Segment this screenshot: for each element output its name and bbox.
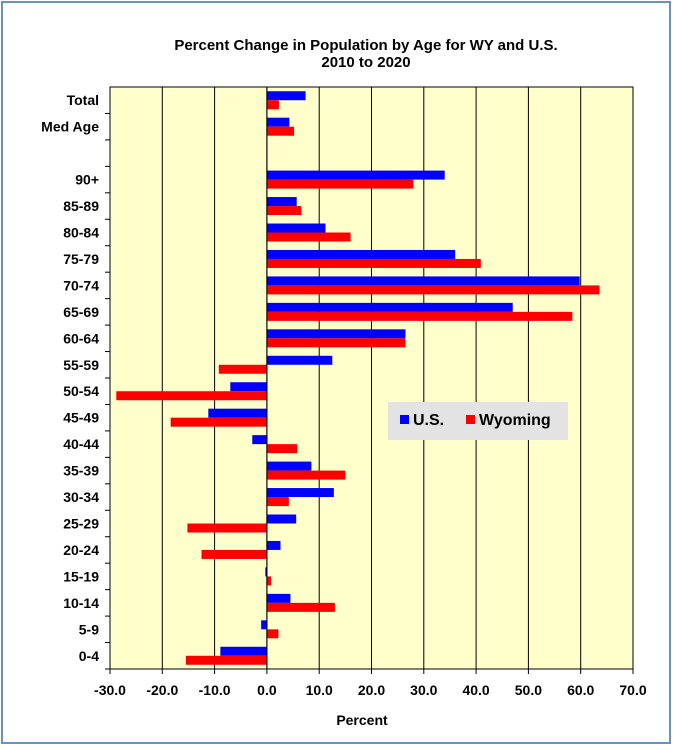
- y-category-label: 5-9: [79, 621, 99, 637]
- bar-us: [266, 461, 312, 471]
- bar-us: [266, 197, 297, 207]
- bar-wyoming: [170, 417, 267, 427]
- y-category-label: 60-64: [63, 330, 99, 346]
- legend-box: [388, 402, 568, 440]
- x-tick-label: 20.0: [358, 682, 385, 698]
- legend-wyoming-label: Wyoming: [479, 412, 551, 429]
- bar-wyoming: [266, 470, 346, 480]
- bar-wyoming: [266, 576, 272, 586]
- bar-wyoming: [266, 126, 295, 136]
- x-tick-label: 10.0: [306, 682, 333, 698]
- y-category-label: 35-39: [63, 463, 99, 479]
- y-category-label: 55-59: [63, 357, 99, 373]
- chart-subtitle: 2010 to 2020: [321, 54, 410, 71]
- x-tick-label: -10.0: [199, 682, 231, 698]
- population-change-chart: Percent Change in Population by Age for …: [41, 37, 647, 728]
- bar-wyoming: [185, 655, 267, 665]
- bar-wyoming: [266, 285, 600, 295]
- y-category-label: 75-79: [63, 251, 99, 267]
- y-category-label: 45-49: [63, 410, 99, 426]
- y-axis-labels: Total Med Age 90+ 85-89 80-84 75-79 70-74 65-69…: [41, 92, 110, 670]
- bar-wyoming: [266, 258, 481, 268]
- bar-wyoming: [266, 444, 298, 454]
- x-tick-label: 60.0: [567, 682, 594, 698]
- bar-wyoming: [266, 311, 573, 321]
- bar-us: [266, 223, 326, 233]
- x-tick-label: 50.0: [515, 682, 542, 698]
- y-category-label: 80-84: [63, 225, 99, 241]
- bar-us: [266, 593, 291, 603]
- bar-us: [266, 355, 333, 365]
- y-category-label: 30-34: [63, 489, 99, 505]
- legend-us-label: U.S.: [413, 412, 444, 429]
- bar-us: [252, 435, 267, 445]
- y-category-label: 90+: [75, 172, 99, 188]
- y-category-label: 70-74: [63, 277, 99, 293]
- x-tick-label: 0.0: [257, 682, 277, 698]
- y-category-label: 50-54: [63, 383, 99, 399]
- bar-wyoming: [116, 391, 267, 401]
- bar-wyoming: [266, 206, 302, 216]
- bar-us: [261, 620, 267, 630]
- x-tick-label: 30.0: [410, 682, 437, 698]
- bar-wyoming: [266, 100, 279, 110]
- chart-title: Percent Change in Population by Age for …: [174, 37, 557, 54]
- bar-wyoming: [266, 338, 406, 348]
- bar-us: [266, 329, 406, 339]
- bar-us: [266, 117, 290, 127]
- bar-wyoming: [201, 549, 267, 559]
- bar-us: [208, 408, 267, 418]
- bar-wyoming: [266, 497, 289, 507]
- y-category-label: 15-19: [63, 568, 99, 584]
- x-axis-title: Percent: [336, 712, 388, 728]
- bar-us: [266, 170, 445, 180]
- bar-us: [265, 567, 267, 577]
- bar-us: [266, 488, 334, 498]
- y-category-label: 0-4: [79, 648, 99, 664]
- bar-us: [266, 91, 306, 101]
- bar-us: [220, 646, 267, 656]
- bar-wyoming: [187, 523, 267, 533]
- y-category-label: Med Age: [41, 119, 99, 135]
- y-category-label: 40-44: [63, 436, 99, 452]
- bar-wyoming: [266, 629, 279, 639]
- bars: [116, 87, 600, 669]
- bar-us: [266, 514, 297, 524]
- y-category-label: Total: [67, 92, 99, 108]
- bar-us: [266, 540, 281, 550]
- y-category-label: 85-89: [63, 198, 99, 214]
- bar-us: [266, 302, 513, 312]
- bar-us: [266, 276, 580, 286]
- x-tick-label: 70.0: [619, 682, 646, 698]
- legend: U.S. Wyoming: [388, 402, 568, 440]
- legend-us-swatch: [400, 415, 409, 424]
- bar-wyoming: [218, 364, 267, 374]
- bar-wyoming: [266, 232, 351, 242]
- y-category-label: 10-14: [63, 595, 99, 611]
- legend-wyoming-swatch: [466, 415, 475, 424]
- bar-us: [230, 382, 267, 392]
- y-category-label: 20-24: [63, 542, 99, 558]
- bar-wyoming: [266, 179, 414, 189]
- y-category-label: 65-69: [63, 304, 99, 320]
- x-tick-label: -30.0: [94, 682, 126, 698]
- bar-wyoming: [266, 602, 335, 612]
- y-category-label: 25-29: [63, 516, 99, 532]
- bar-us: [266, 249, 456, 259]
- x-axis-labels: -30.0 -20.0 -10.0 0.0 10.0 20.0 30.0 40.0 50.0 60…: [94, 682, 647, 698]
- x-tick-label: 40.0: [462, 682, 489, 698]
- x-tick-label: -20.0: [146, 682, 178, 698]
